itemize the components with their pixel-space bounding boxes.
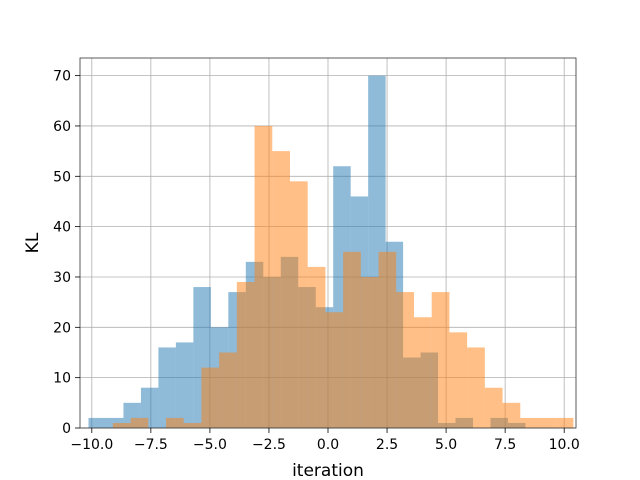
histogram-bar-series-2 — [449, 332, 468, 428]
y-tick-label: 60 — [53, 119, 71, 135]
histogram-bar-series-2 — [325, 312, 344, 428]
histogram-bar-series-2 — [272, 151, 290, 428]
histogram-bar-series-2 — [219, 352, 237, 428]
histogram-bar-series-2 — [183, 422, 202, 428]
histogram-bar-series-2 — [236, 282, 255, 428]
x-tick-label: 10.0 — [549, 437, 580, 453]
y-tick-label: 20 — [53, 320, 71, 336]
histogram-bar-series-2 — [343, 251, 361, 428]
histogram-bar-series-2 — [484, 387, 503, 428]
x-tick-label: −5.0 — [193, 437, 227, 453]
histogram-bar-series-2 — [502, 402, 521, 428]
histogram-bar-series-2 — [254, 125, 273, 429]
bars-layer — [88, 75, 574, 429]
x-tick-label: 7.5 — [494, 437, 516, 453]
histogram-bar-series-2 — [360, 276, 379, 428]
y-axis-label: KL — [23, 232, 43, 253]
y-tick-label: 10 — [53, 371, 71, 387]
y-tick-label: 40 — [53, 220, 71, 236]
histogram-bar-series-2 — [467, 347, 485, 428]
histogram-bar-series-2 — [201, 367, 220, 428]
x-tick-label: 0.0 — [317, 437, 339, 453]
x-tick-label: 2.5 — [376, 437, 398, 453]
y-tick-label: 50 — [53, 169, 71, 185]
y-tick-label: 70 — [53, 69, 71, 85]
histogram-bar-series-1 — [158, 347, 176, 428]
y-tick-label: 0 — [62, 421, 71, 437]
x-tick-label: −10.0 — [70, 437, 113, 453]
ticks-layer: −10.0 −7.5 −5.0 −2.5 0.0 2.5 5.0 7.5 10.0 0 10 20 30… — [53, 69, 580, 453]
histogram-bar-series-2 — [289, 181, 308, 428]
histogram-bar-series-2 — [520, 417, 538, 428]
x-axis-label: iteration — [292, 461, 364, 480]
histogram-bar-series-2 — [396, 292, 414, 428]
y-tick-label: 30 — [53, 270, 71, 286]
x-tick-label: 5.0 — [435, 437, 457, 453]
histogram-bar-series-2 — [555, 417, 574, 428]
histogram-bar-series-2 — [413, 317, 432, 428]
histogram-bar-series-2 — [537, 417, 556, 428]
histogram-bar-series-1 — [175, 342, 194, 428]
x-tick-label: −7.5 — [134, 437, 168, 453]
histogram-bar-series-2 — [307, 266, 326, 428]
histogram-bar-series-2 — [130, 417, 149, 428]
x-tick-label: −2.5 — [252, 437, 286, 453]
histogram-bar-series-2 — [165, 417, 184, 428]
histogram-bar-series-1 — [88, 417, 106, 428]
histogram-bar-series-2 — [431, 292, 450, 428]
histogram-bar-series-2 — [378, 251, 397, 428]
histogram-bar-series-2 — [112, 422, 131, 428]
